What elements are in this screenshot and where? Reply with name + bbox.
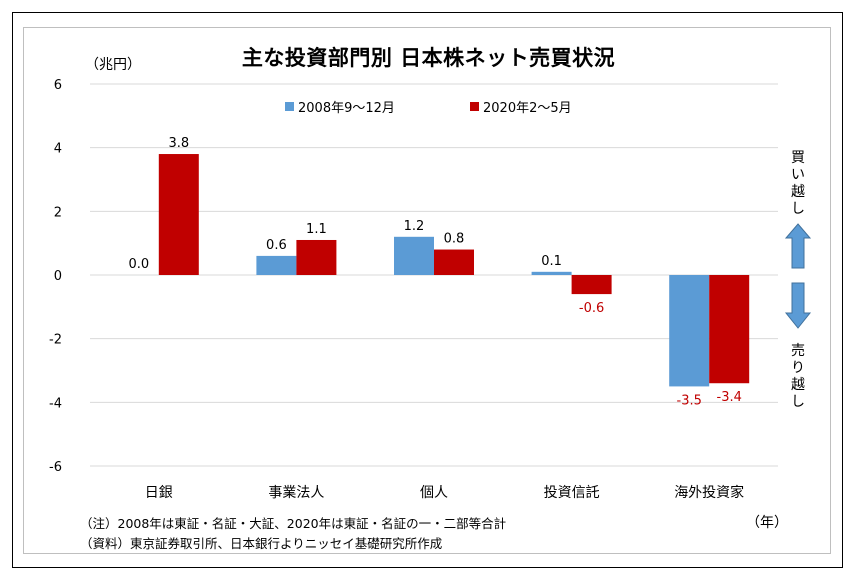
bar (296, 239, 337, 275)
y-tick-label: 4 (54, 142, 62, 157)
x-tick-label: 事業法人 (268, 485, 324, 501)
data-label: 0.0 (128, 257, 149, 272)
source-text: （資料）東京証券取引所、日本銀行よりニッセイ基礎研究所作成 (80, 536, 443, 551)
data-label: -3.5 (677, 393, 702, 408)
y-tick-label: 6 (54, 78, 62, 93)
bar (531, 271, 572, 275)
year-unit-label: （年） (746, 515, 788, 531)
legend: 2008年9～12月 2020年2～5月 (285, 101, 572, 116)
data-label: -3.4 (717, 390, 742, 405)
x-tick-labels: 日銀 事業法人 個人 投資信託 海外投資家 (145, 484, 744, 501)
data-label: 1.2 (404, 219, 425, 234)
buy-side-label: 買い越し (791, 150, 805, 217)
y-tick-label: 2 (54, 205, 62, 220)
legend-label: 2020年2～5月 (483, 101, 572, 116)
x-tick-label: 投資信託 (544, 485, 600, 501)
y-tick-label: -6 (49, 460, 62, 475)
y-tick-labels: 6 4 2 0 -2 -4 -6 (49, 78, 62, 475)
bar (709, 275, 750, 384)
bar (571, 275, 612, 295)
y-axis-unit-label: （兆円） (85, 57, 141, 73)
data-label: 0.8 (444, 232, 465, 247)
direction-arrows (784, 223, 812, 329)
data-label: -0.6 (579, 301, 604, 316)
outer-frame (12, 12, 843, 568)
sell-side-label: 売り越し (791, 343, 805, 410)
legend-swatch (470, 102, 479, 111)
note-text: （注）2008年は東証・名証・大証、2020年は東証・名証の一・二部等合計 (80, 516, 507, 531)
y-tick-label: -4 (49, 396, 62, 411)
y-tick-label: -2 (49, 333, 62, 348)
bar (158, 154, 199, 275)
bar (434, 249, 474, 275)
data-label: 0.1 (541, 254, 562, 269)
bar (394, 236, 434, 275)
data-label: 1.1 (306, 222, 327, 237)
bar (669, 275, 710, 387)
x-tick-label: 海外投資家 (674, 484, 744, 501)
gridlines (90, 83, 778, 467)
data-labels: 0.0 3.8 0.6 1.1 1.2 0.8 0.1 -0.6 -3.5 -3.4 (128, 136, 741, 408)
y-tick-label: 0 (54, 269, 62, 284)
x-tick-label: 個人 (420, 485, 448, 501)
data-label: 3.8 (168, 136, 189, 151)
bar-marks (118, 154, 750, 387)
data-label: 0.6 (266, 238, 287, 253)
down-arrow-icon (784, 282, 812, 329)
chart-title: 主な投資部門別 日本株ネット売買状況 (241, 46, 616, 70)
x-tick-label: 日銀 (145, 485, 173, 501)
legend-swatch (285, 102, 294, 111)
up-arrow-icon (784, 223, 812, 269)
bar (256, 255, 297, 275)
legend-label: 2008年9～12月 (298, 101, 395, 116)
chart-area-border (23, 27, 831, 554)
